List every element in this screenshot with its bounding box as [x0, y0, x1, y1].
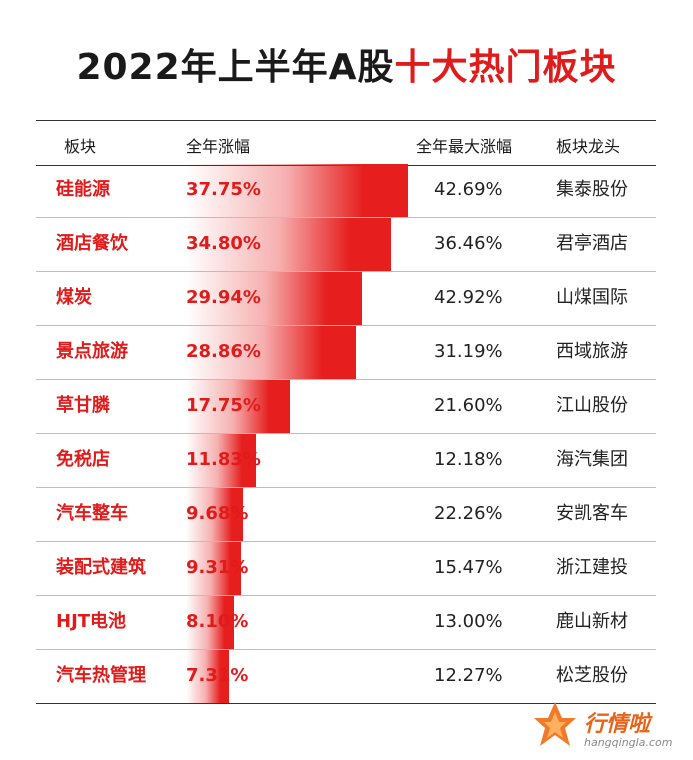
gain-cell: 9.31%: [186, 557, 249, 578]
table-row: 汽车整车 9.68% 22.26% 安凯客车: [36, 488, 656, 542]
max-gain-cell: 12.18%: [434, 449, 503, 470]
table-row: 草甘膦 17.75% 21.60% 江山股份: [36, 380, 656, 434]
leader-cell: 集泰股份: [556, 179, 628, 200]
sector-cell: 草甘膦: [56, 395, 110, 416]
gain-cell: 17.75%: [186, 395, 261, 416]
gain-cell: 8.10%: [186, 611, 249, 632]
max-gain-cell: 22.26%: [434, 503, 503, 524]
max-gain-cell: 42.92%: [434, 287, 503, 308]
gain-cell: 34.80%: [186, 233, 261, 254]
max-gain-cell: 36.46%: [434, 233, 503, 254]
gain-bar: [186, 326, 356, 379]
leader-cell: 海汽集团: [556, 449, 628, 470]
gain-bar: [186, 380, 291, 433]
header-sector: 板块: [64, 137, 97, 156]
sector-cell: 免税店: [56, 449, 110, 470]
header-max-gain: 全年最大涨幅: [416, 137, 513, 156]
sector-cell: 煤炭: [56, 287, 92, 308]
max-gain-cell: 42.69%: [434, 179, 503, 200]
leader-cell: 君亭酒店: [556, 233, 628, 254]
sector-cell: 装配式建筑: [56, 557, 146, 578]
gain-cell: 9.68%: [186, 503, 249, 524]
gain-bar: [186, 650, 229, 703]
leader-cell: 鹿山新材: [556, 611, 628, 632]
table-body: 硅能源 37.75% 42.69% 集泰股份酒店餐饮 34.80% 36.46% 君亭酒店煤…: [36, 164, 656, 704]
sector-cell: 汽车整车: [56, 503, 128, 524]
gain-bar: [186, 488, 243, 541]
leader-cell: 西域旅游: [556, 341, 628, 362]
gain-bar: [186, 434, 256, 487]
brand-logo: 行情啦 hangqingla.com: [532, 700, 682, 756]
max-gain-cell: 13.00%: [434, 611, 503, 632]
gain-bar: [186, 542, 241, 595]
table-row: HJT电池 8.10% 13.00% 鹿山新材: [36, 596, 656, 650]
table-row: 景点旅游 28.86% 31.19% 西域旅游: [36, 326, 656, 380]
leader-cell: 山煤国际: [556, 287, 628, 308]
gain-bar: [186, 164, 408, 217]
table-row: 免税店 11.83% 12.18% 海汽集团: [36, 434, 656, 488]
max-gain-cell: 12.27%: [434, 665, 503, 686]
header-leader: 板块龙头: [556, 137, 621, 156]
gain-bar: [186, 218, 391, 271]
title-accent: 十大热门板块: [394, 47, 617, 88]
rocket-flame-icon: [534, 702, 576, 746]
table-row: 硅能源 37.75% 42.69% 集泰股份: [36, 164, 656, 218]
leader-cell: 浙江建投: [556, 557, 628, 578]
sector-cell: 汽车热管理: [56, 665, 146, 686]
table-row: 装配式建筑 9.31% 15.47% 浙江建投: [36, 542, 656, 596]
gain-cell: 7.31%: [186, 665, 249, 686]
brand-url: hangqingla.com: [584, 736, 673, 749]
sector-cell: 硅能源: [56, 179, 110, 200]
gain-bar: [186, 596, 234, 649]
table-row: 煤炭 29.94% 42.92% 山煤国际: [36, 272, 656, 326]
sector-cell: 景点旅游: [56, 341, 128, 362]
gain-cell: 37.75%: [186, 179, 261, 200]
leader-cell: 安凯客车: [556, 503, 628, 524]
max-gain-cell: 21.60%: [434, 395, 503, 416]
leader-cell: 江山股份: [556, 395, 628, 416]
header-gain: 全年涨幅: [186, 137, 251, 156]
gain-cell: 28.86%: [186, 341, 261, 362]
title-main: 2022年上半年A股: [76, 47, 395, 88]
gain-cell: 11.83%: [186, 449, 261, 470]
sector-cell: HJT电池: [56, 611, 127, 632]
page-title: 2022年上半年A股十大热门板块: [0, 40, 693, 96]
max-gain-cell: 15.47%: [434, 557, 503, 578]
gain-bar: [186, 272, 363, 325]
brand-name: 行情啦: [584, 712, 651, 737]
table-row: 酒店餐饮 34.80% 36.46% 君亭酒店: [36, 218, 656, 272]
table-row: 汽车热管理 7.31% 12.27% 松芝股份: [36, 650, 656, 704]
leader-cell: 松芝股份: [556, 665, 628, 686]
sector-cell: 酒店餐饮: [56, 233, 128, 254]
max-gain-cell: 31.19%: [434, 341, 503, 362]
table-header: 板块 全年涨幅 全年最大涨幅 板块龙头: [36, 120, 656, 166]
gain-cell: 29.94%: [186, 287, 261, 308]
